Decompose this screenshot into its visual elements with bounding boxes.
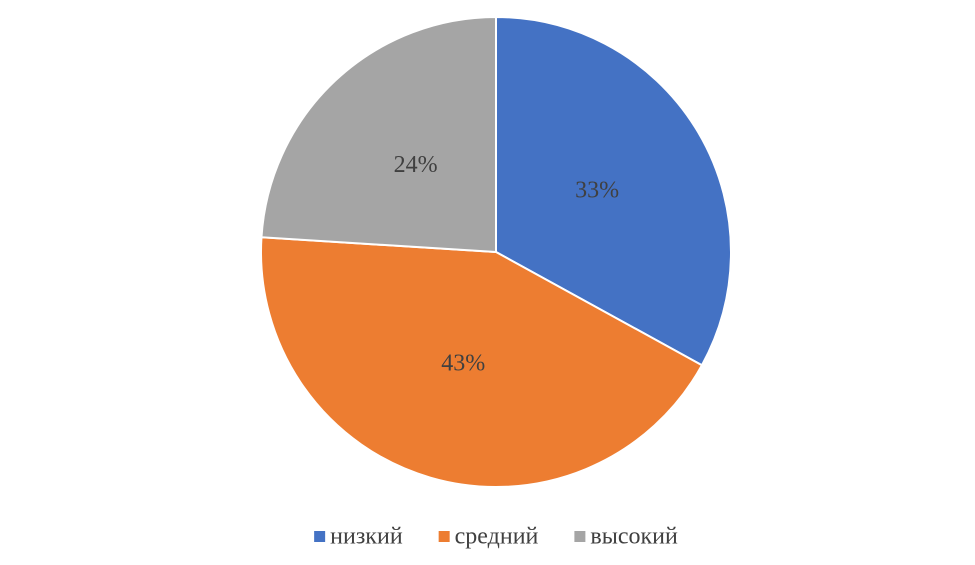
data-label: 43% (441, 350, 485, 376)
legend-label: низкий (330, 524, 403, 550)
legend-swatch (438, 531, 450, 542)
data-label: 24% (394, 152, 438, 178)
pie-slice (260, 15, 497, 254)
pie-slice (495, 15, 732, 367)
legend-label: средний (455, 524, 539, 550)
data-label: 33% (575, 178, 619, 204)
legend-label: высокий (590, 524, 678, 550)
legend-swatch (314, 531, 326, 542)
legend-swatch (574, 531, 586, 542)
pie-slice (260, 236, 704, 488)
